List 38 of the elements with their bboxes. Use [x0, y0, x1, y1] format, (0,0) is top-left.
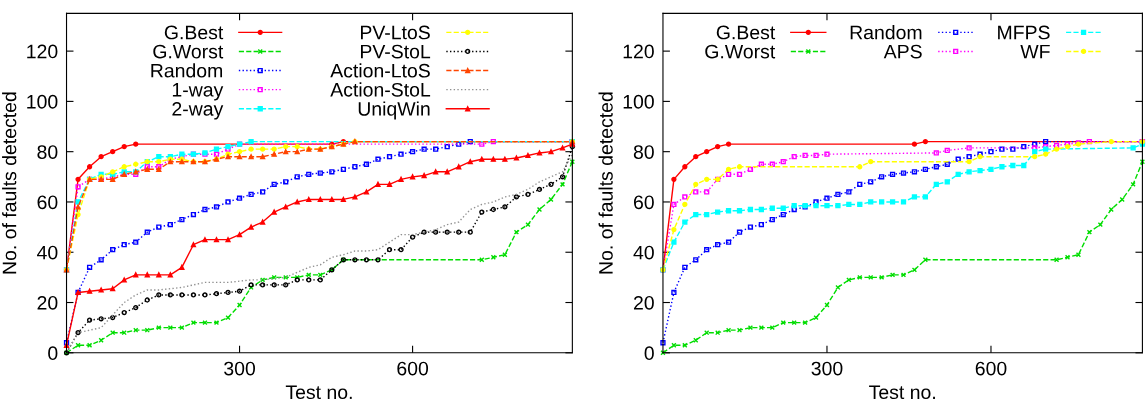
legend-label: Action-LtoS: [330, 63, 430, 78]
y-tick-label: 60: [633, 195, 654, 210]
y-tick-label: 120: [623, 44, 654, 59]
legend-label: 2-way: [172, 101, 224, 120]
legend-label: G.Best: [716, 25, 776, 40]
legend-label: MFPS: [998, 25, 1050, 40]
legend-label: APS: [883, 44, 922, 59]
y-tick-label: 120: [27, 44, 58, 59]
legend-label: Random: [151, 63, 223, 78]
legend-label: G.Best: [164, 25, 224, 40]
x-tick-label: 600: [975, 361, 1007, 376]
x-tick-label: 600: [397, 361, 429, 376]
x-tick-label: 300: [224, 361, 256, 376]
y-tick-label: 0: [48, 346, 58, 361]
x-axis-title: Test no.: [869, 385, 935, 400]
y-axis-title: No. of faults detected: [598, 92, 613, 274]
legend-label: G.Worst: [153, 44, 224, 59]
y-tick-label: 80: [37, 145, 58, 159]
y-tick-label: 20: [37, 295, 58, 310]
y-tick-label: 40: [633, 245, 654, 260]
legend-label: PV-StoL: [361, 44, 431, 59]
y-tick-label: 0: [644, 346, 654, 361]
y-tick-label: 40: [37, 245, 58, 260]
x-tick-label: 300: [811, 361, 843, 376]
legend-label: WF: [1020, 44, 1050, 59]
x-axis-title: Test no.: [285, 385, 352, 400]
legend-label: G.Worst: [705, 44, 776, 59]
legend-label: Random: [850, 25, 922, 40]
legend-label: Action-StoL: [330, 82, 431, 97]
legend-label: PV-LtoS: [361, 25, 430, 40]
y-tick-label: 100: [27, 94, 58, 109]
y-tick-label: 100: [623, 94, 654, 109]
y-tick-label: 20: [633, 295, 654, 310]
y-axis-title: No. of faults detected: [2, 92, 17, 274]
legend-label: UniqWin: [358, 101, 430, 120]
legend-label: 1-way: [172, 83, 224, 101]
y-tick-label: 60: [37, 195, 58, 210]
y-tick-label: 80: [633, 145, 654, 159]
